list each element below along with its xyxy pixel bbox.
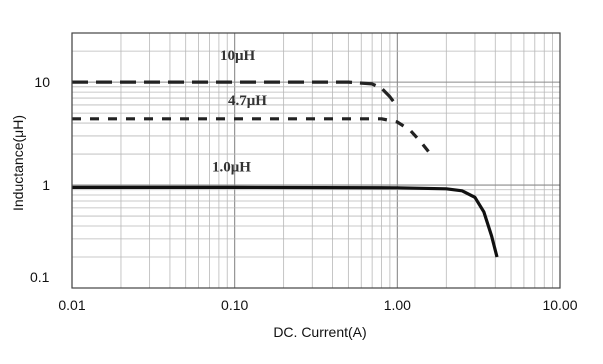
series-line-2 <box>72 185 499 258</box>
x-tick-label: 0.01 <box>58 297 85 313</box>
y-tick-labels: 0.1 1 10 <box>30 74 50 285</box>
series-line-0 <box>72 80 399 108</box>
series-labels: 10μH 4.7μH 1.0μH <box>212 48 267 175</box>
grid-group <box>71 32 560 289</box>
series-group <box>72 80 499 258</box>
x-tick-labels: 0.01 0.10 1.00 10.00 <box>58 297 577 313</box>
y-tick-label: 10 <box>34 74 50 90</box>
series-label-2: 1.0μH <box>212 159 251 175</box>
series-label-1: 4.7μH <box>228 93 267 109</box>
x-tick-label: 10.00 <box>542 297 577 313</box>
y-axis-label: Inductance(μH) <box>10 115 26 211</box>
y-tick-label: 1 <box>42 177 50 193</box>
x-tick-label: 0.10 <box>221 297 248 313</box>
series-label-0: 10μH <box>220 48 256 64</box>
x-tick-label: 1.00 <box>384 297 411 313</box>
plot-frame <box>71 32 561 289</box>
x-axis-label: DC. Current(A) <box>273 324 366 340</box>
series-line-1 <box>72 117 432 156</box>
y-tick-label: 0.1 <box>30 269 50 285</box>
